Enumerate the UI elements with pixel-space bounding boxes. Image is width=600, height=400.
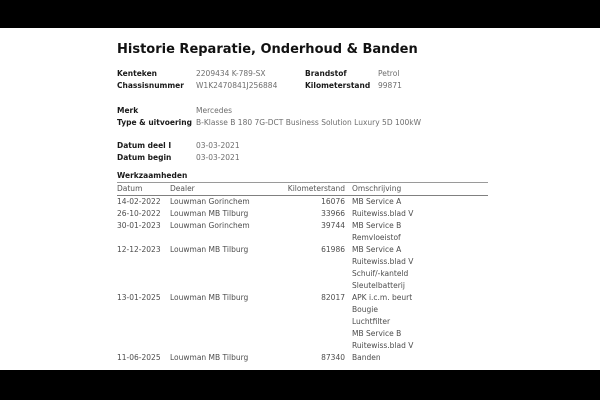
- service-history-table: Datum Dealer Kilometerstand Omschrijving…: [117, 182, 488, 364]
- omschrijving-line: Ruitewiss.blad V: [352, 257, 414, 266]
- cell-dealer: Louwman MB Tilburg: [170, 293, 249, 302]
- cell-datum: 11-06-2025: [117, 353, 161, 362]
- page-title: Historie Reparatie, Onderhoud & Banden: [117, 42, 418, 57]
- cell-datum: 26-10-2022: [117, 209, 161, 218]
- type-uitvoering-label: Type & uitvoering: [117, 118, 192, 127]
- omschrijving-line: APK i.c.m. beurt: [352, 293, 413, 302]
- header-datum: Datum: [117, 184, 143, 193]
- cell-dealer: Louwman MB Tilburg: [170, 209, 249, 218]
- cell-omschrijving: MB Service A: [345, 196, 488, 208]
- document-page: Historie Reparatie, Onderhoud & Banden K…: [0, 28, 600, 370]
- cell-omschrijving: APK i.c.m. beurt Bougie Luchtfilter MB Serv…: [345, 292, 488, 352]
- kenteken-value: 2209434 K-789-SX: [196, 69, 266, 78]
- table-row: 13-01-2025 Louwman MB Tilburg 82017 APK i.c…: [117, 292, 488, 352]
- header-kilometerstand: Kilometerstand: [287, 184, 345, 193]
- cell-kilometerstand: 16076: [321, 197, 345, 206]
- dates-info-group: Datum deel I 03-03-2021 Datum begin 03-0…: [117, 140, 488, 164]
- cell-dealer: Louwman MB Tilburg: [170, 353, 249, 362]
- header-dealer: Dealer: [170, 184, 195, 193]
- cell-dealer: Louwman Gorinchem: [170, 221, 250, 230]
- cell-omschrijving: Ruitewiss.blad V: [345, 208, 488, 220]
- omschrijving-line: Banden: [352, 353, 381, 362]
- info-row: Datum deel I 03-03-2021: [117, 140, 488, 152]
- kenteken-label: Kenteken: [117, 69, 157, 78]
- chassisnummer-value: W1K2470841J256884: [196, 81, 278, 90]
- omschrijving-line: MB Service B: [352, 221, 402, 230]
- omschrijving-line: Schuif/-kanteld: [352, 269, 409, 278]
- cell-omschrijving: MB Service A Ruitewiss.blad V Schuif/-kant…: [345, 244, 488, 292]
- table-row: 14-02-2022 Louwman Gorinchem 16076 MB Servi…: [117, 196, 488, 208]
- table-header-row: Datum Dealer Kilometerstand Omschrijving: [117, 182, 488, 196]
- merk-value: Mercedes: [196, 106, 233, 115]
- omschrijving-line: MB Service A: [352, 245, 402, 254]
- omschrijving-line: MB Service B: [352, 329, 402, 338]
- registration-info-group: Kenteken 2209434 K-789-SX Brandstof Petr…: [117, 68, 488, 92]
- datum-begin-label: Datum begin: [117, 153, 172, 162]
- omschrijving-line: Ruitewiss.blad V: [352, 209, 414, 218]
- cell-kilometerstand: 82017: [321, 293, 345, 302]
- brandstof-label: Brandstof: [305, 69, 347, 78]
- cell-datum: 14-02-2022: [117, 197, 161, 206]
- datum-begin-value: 03-03-2021: [196, 153, 240, 162]
- report-content: Historie Reparatie, Onderhoud & Banden K…: [117, 28, 488, 364]
- table-row: 12-12-2023 Louwman MB Tilburg 61986 MB Serv…: [117, 244, 488, 292]
- omschrijving-line: Bougie: [352, 305, 378, 314]
- chassisnummer-label: Chassisnummer: [117, 81, 184, 90]
- model-info-group: Merk Mercedes Type & uitvoering B-Klasse…: [117, 105, 488, 129]
- omschrijving-line: Remvloeistof: [352, 233, 401, 242]
- info-row: Type & uitvoering B-Klasse B 180 7G-DCT …: [117, 117, 488, 129]
- header-omschrijving: Omschrijving: [352, 184, 402, 193]
- kilometerstand-value: 99871: [378, 81, 402, 90]
- letterbox-bottom-bar: [0, 370, 600, 400]
- cell-omschrijving: Banden: [345, 352, 488, 364]
- merk-label: Merk: [117, 106, 139, 115]
- omschrijving-line: Luchtfilter: [352, 317, 391, 326]
- omschrijving-line: MB Service A: [352, 197, 402, 206]
- cell-kilometerstand: 33966: [321, 209, 345, 218]
- brandstof-value: Petrol: [378, 69, 400, 78]
- cell-omschrijving: MB Service B Remvloeistof: [345, 220, 488, 244]
- datum-deel-1-value: 03-03-2021: [196, 141, 240, 150]
- omschrijving-line: Ruitewiss.blad V: [352, 341, 414, 350]
- info-row: Merk Mercedes: [117, 105, 488, 117]
- info-row: Chassisnummer W1K2470841J256884 Kilomete…: [117, 80, 488, 92]
- info-row: Datum begin 03-03-2021: [117, 152, 488, 164]
- cell-dealer: Louwman MB Tilburg: [170, 245, 249, 254]
- cell-dealer: Louwman Gorinchem: [170, 197, 250, 206]
- table-row: 11-06-2025 Louwman MB Tilburg 87340 Banden: [117, 352, 488, 364]
- omschrijving-line: Sleutelbatterij: [352, 281, 405, 290]
- werkzaamheden-section-title: Werkzaamheden: [117, 171, 188, 180]
- info-row: Kenteken 2209434 K-789-SX Brandstof Petr…: [117, 68, 488, 80]
- table-row: 30-01-2023 Louwman Gorinchem 39744 MB Servi…: [117, 220, 488, 244]
- service-table-body: 14-02-2022 Louwman Gorinchem 16076 MB Servi…: [117, 196, 488, 364]
- cell-datum: 13-01-2025: [117, 293, 161, 302]
- cell-datum: 30-01-2023: [117, 221, 161, 230]
- cell-kilometerstand: 39744: [321, 221, 345, 230]
- cell-datum: 12-12-2023: [117, 245, 161, 254]
- cell-kilometerstand: 61986: [321, 245, 345, 254]
- datum-deel-1-label: Datum deel I: [117, 141, 172, 150]
- type-uitvoering-value: B-Klasse B 180 7G-DCT Business Solution …: [196, 118, 422, 127]
- kilometerstand-label: Kilometerstand: [305, 81, 371, 90]
- table-row: 26-10-2022 Louwman MB Tilburg 33966 Ruitewi…: [117, 208, 488, 220]
- cell-kilometerstand: 87340: [321, 353, 345, 362]
- letterbox-top-bar: [0, 0, 600, 28]
